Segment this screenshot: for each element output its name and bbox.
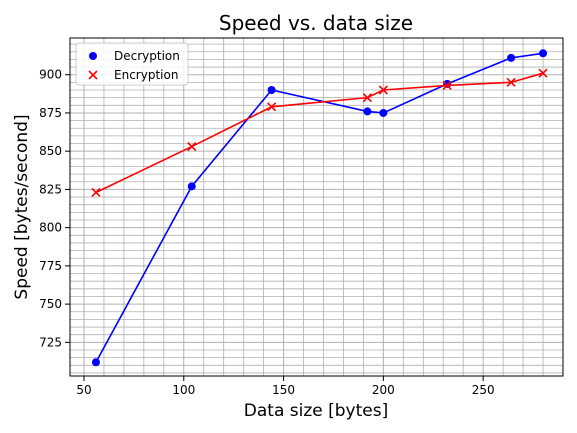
encryption-point [187,142,197,152]
encryption-point [506,77,516,87]
decryption-point [363,107,372,116]
legend-decryption-marker [89,52,97,60]
encryption-point [362,93,372,103]
decryption-line [95,52,544,363]
x-tick-label: 150 [272,383,295,397]
legend-box [75,42,189,86]
decryption-point [187,182,196,191]
series [91,49,548,367]
y-tick-label: 750 [39,297,62,311]
decryption-series [91,49,548,367]
grid [70,38,564,376]
decryption-point [91,358,100,367]
axis-ticks: 50 100 150 200 250 725 750 775 800 825 850 875 900 [39,68,495,397]
plot-frame [69,37,564,377]
x-tick-label: 250 [472,383,495,397]
legend-encryption-label: Encryption [114,68,178,82]
y-tick-label: 850 [39,144,62,158]
x-tick-label: 200 [372,383,395,397]
encryption-point [378,85,388,95]
legend-decryption-label: Decryption [114,49,180,63]
encryption-point [91,187,101,198]
decryption-point [379,108,388,117]
y-tick-label: 725 [39,335,62,349]
y-axis-label: Speed [bytes/second] [12,114,32,299]
encryption-point [442,80,452,90]
legend: Decryption Encryption [75,42,189,86]
y-tick-label: 800 [39,221,62,235]
chart-title: Speed vs. data size [219,11,413,35]
x-tick-label: 50 [76,383,91,397]
x-tick-label: 100 [172,383,195,397]
y-tick-label: 825 [39,182,62,196]
decryption-point [539,49,548,58]
encryption-point [267,102,277,112]
encryption-line [95,72,544,194]
decryption-point [443,79,452,88]
encryption-point [538,68,548,78]
x-axis-label: Data size [bytes] [244,401,388,421]
y-tick-label: 875 [39,106,62,120]
y-tick-label: 900 [39,68,62,82]
legend-encryption-marker [88,70,98,80]
encryption-series [91,68,548,198]
plot-border [69,37,564,377]
y-tick-label: 775 [39,259,62,273]
decryption-point [507,53,516,62]
decryption-point [267,86,276,94]
